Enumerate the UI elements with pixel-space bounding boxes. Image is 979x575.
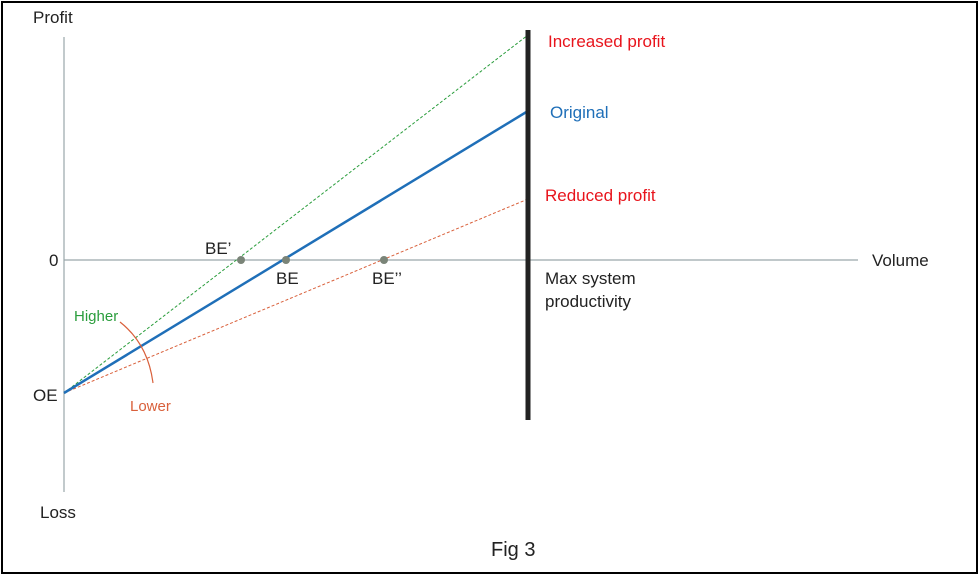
original-label: Original <box>550 103 609 122</box>
y-axis-top-label: Profit <box>33 8 73 27</box>
y-axis-bottom-label: Loss <box>40 503 76 522</box>
capacity-label-line2: productivity <box>545 292 631 311</box>
higher-label: Higher <box>74 308 118 325</box>
be-point <box>282 256 290 264</box>
increased-profit-label: Increased profit <box>548 32 665 51</box>
reduced-profit-line <box>63 198 529 394</box>
capacity-label-line1: Max system <box>545 269 636 288</box>
be-double-prime-label: BE’’ <box>372 269 402 288</box>
x-axis-label: Volume <box>872 251 929 270</box>
be-prime-label: BE’ <box>205 239 231 258</box>
be-prime-point <box>237 256 245 264</box>
be-double-prime-point <box>380 256 388 264</box>
be-label: BE <box>276 269 299 288</box>
zero-label: 0 <box>49 251 58 270</box>
original-profit-line <box>63 109 529 395</box>
figure-caption: Fig 3 <box>491 539 535 561</box>
lower-label: Lower <box>130 398 171 415</box>
reduced-profit-label: Reduced profit <box>545 186 656 205</box>
slope-arc <box>119 321 154 384</box>
oe-label: OE <box>33 386 58 405</box>
increased-profit-line <box>63 34 529 394</box>
